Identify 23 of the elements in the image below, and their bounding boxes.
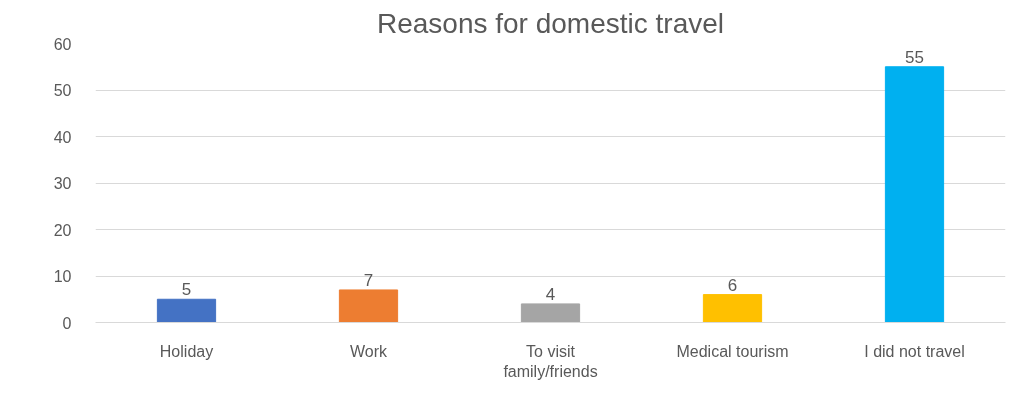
bar <box>884 66 945 323</box>
y-tick-label: 0 <box>62 314 72 332</box>
y-tick-label: 40 <box>53 128 72 146</box>
x-tick-label: Work <box>349 342 389 360</box>
x-tick-label: I did not travel <box>864 342 965 360</box>
y-tick-label: 10 <box>53 268 72 285</box>
y-tick-label: 50 <box>53 82 72 99</box>
bar <box>520 303 581 323</box>
x-tick-label: Holiday <box>159 342 214 360</box>
data-label: 7 <box>363 270 374 290</box>
data-label: 6 <box>727 275 738 295</box>
bar <box>156 298 217 323</box>
data-label: 55 <box>905 47 924 67</box>
data-label: 4 <box>545 284 556 304</box>
bar <box>702 294 763 323</box>
y-tick-label: 30 <box>53 175 72 192</box>
x-tick-label: Medical tourism <box>676 342 789 360</box>
data-label: 5 <box>181 280 192 300</box>
chart-title: Reasons for domestic travel <box>376 7 725 39</box>
y-tick-label: 20 <box>53 221 72 239</box>
bar <box>338 289 399 323</box>
x-tick-label: To visit family/friends <box>503 342 598 380</box>
y-tick-label: 60 <box>53 35 72 53</box>
